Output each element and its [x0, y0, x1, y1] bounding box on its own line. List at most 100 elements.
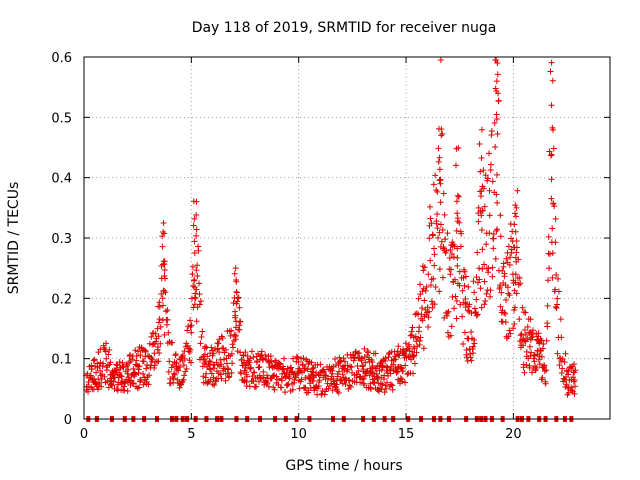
data-point	[428, 298, 435, 305]
data-point	[242, 349, 249, 356]
data-point	[468, 357, 475, 364]
data-point	[493, 171, 500, 178]
data-point	[430, 181, 437, 188]
data-point	[545, 277, 552, 284]
data-point	[360, 375, 367, 382]
data-point	[155, 319, 162, 326]
data-point	[454, 215, 461, 222]
data-point	[538, 353, 545, 360]
data-point	[473, 312, 480, 319]
data-point	[510, 325, 517, 332]
data-point	[497, 233, 504, 240]
data-point	[219, 335, 226, 342]
data-point	[358, 355, 365, 362]
data-point	[202, 343, 209, 350]
data-point	[187, 346, 194, 353]
data-point	[531, 358, 538, 365]
data-point	[512, 271, 519, 278]
plot-frame	[83, 56, 611, 420]
data-point	[227, 332, 234, 339]
data-point	[148, 333, 155, 340]
data-point	[468, 328, 475, 335]
data-point	[230, 299, 237, 306]
data-point	[265, 359, 272, 366]
data-point	[425, 314, 432, 321]
data-point	[325, 385, 332, 392]
data-point	[107, 359, 114, 366]
data-point	[289, 386, 296, 393]
data-point	[491, 119, 498, 126]
data-point	[493, 57, 500, 64]
data-point	[228, 369, 235, 376]
data-point	[286, 375, 293, 382]
data-point	[486, 230, 493, 237]
data-point	[384, 379, 391, 386]
data-point	[383, 385, 390, 392]
data-point	[332, 356, 339, 363]
data-point	[196, 280, 203, 287]
data-point	[554, 350, 561, 357]
data-point	[438, 126, 445, 133]
data-point	[513, 244, 520, 251]
data-point	[542, 380, 549, 387]
data-point	[145, 372, 152, 379]
data-point	[179, 352, 186, 359]
data-point	[373, 370, 380, 377]
data-point	[228, 350, 235, 357]
data-point	[522, 332, 529, 339]
data-point	[420, 267, 427, 274]
y-tick-label: 0.6	[51, 51, 72, 66]
data-point	[195, 247, 202, 254]
data-point	[163, 321, 170, 328]
data-point	[204, 353, 211, 360]
data-point	[274, 376, 281, 383]
data-point	[207, 359, 214, 366]
data-point	[102, 348, 109, 355]
data-point	[97, 367, 104, 374]
data-point	[493, 227, 500, 234]
data-point	[176, 384, 183, 391]
data-point	[93, 369, 100, 376]
data-point	[399, 368, 406, 375]
data-point	[188, 359, 195, 366]
data-point	[520, 342, 527, 349]
data-point	[484, 175, 491, 182]
data-point	[425, 271, 432, 278]
data-point	[469, 350, 476, 357]
data-point	[180, 362, 187, 369]
data-point	[497, 282, 504, 289]
data-point	[565, 368, 572, 375]
data-point	[486, 293, 493, 300]
data-point	[125, 366, 132, 373]
data-point	[453, 227, 460, 234]
data-point	[418, 304, 425, 311]
data-point	[343, 368, 350, 375]
data-point	[458, 230, 465, 237]
data-point	[192, 295, 199, 302]
data-point	[191, 249, 198, 256]
data-point	[260, 374, 267, 381]
data-point	[488, 127, 495, 134]
data-point	[217, 371, 224, 378]
data-point	[324, 375, 331, 382]
data-point	[334, 373, 341, 380]
y-tick-label: 0.2	[51, 292, 72, 307]
data-point	[295, 359, 302, 366]
data-point	[431, 245, 438, 252]
data-point	[466, 301, 473, 308]
data-point	[501, 309, 508, 316]
data-point	[367, 386, 374, 393]
data-point	[190, 222, 197, 229]
data-point	[545, 233, 552, 240]
data-point	[521, 327, 528, 334]
data-point	[431, 262, 438, 269]
data-point	[479, 246, 486, 253]
data-point	[193, 198, 200, 205]
data-point	[478, 212, 485, 219]
data-point	[550, 200, 557, 207]
data-point	[247, 364, 254, 371]
data-point	[166, 358, 173, 365]
data-point	[317, 361, 324, 368]
data-point	[251, 369, 258, 376]
data-point	[189, 271, 196, 278]
